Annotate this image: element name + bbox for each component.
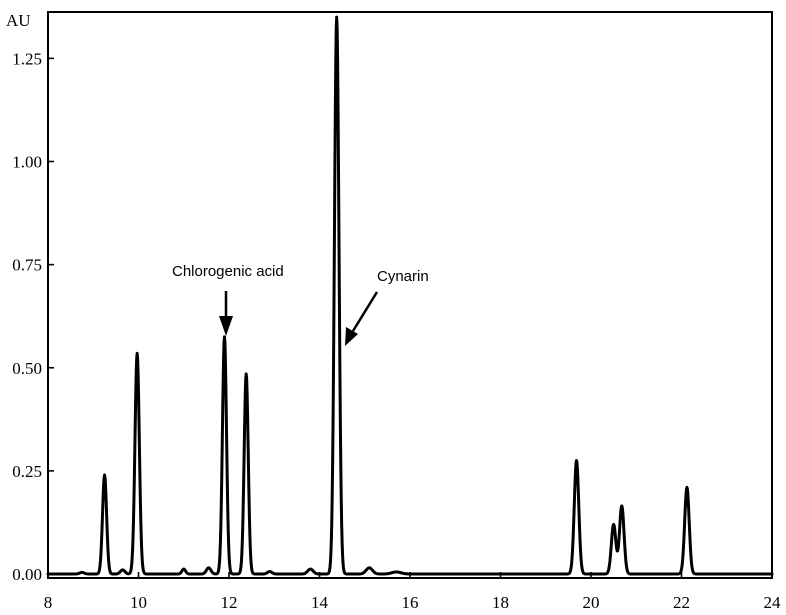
y-tick-label: 1.00 (12, 153, 42, 172)
x-tick-label: 16 (402, 593, 419, 612)
x-tick-label: 24 (764, 593, 782, 612)
y-unit-label: AU (6, 11, 31, 30)
cynarin-label: Cynarin (377, 268, 429, 285)
plot-frame (47, 11, 773, 579)
x-tick-label: 12 (221, 593, 238, 612)
cynarin-annotation: Cynarin (345, 268, 429, 346)
chlorogenic-acid-annotation: Chlorogenic acid (172, 263, 284, 336)
cynarin-arrow-head (345, 327, 358, 346)
y-tick-label: 1.25 (12, 49, 42, 68)
cynarin-arrow-shaft (351, 291, 379, 332)
y-tick-label: 0.25 (12, 462, 42, 481)
x-tick-label: 8 (44, 593, 53, 612)
x-tick-label: 22 (673, 593, 690, 612)
x-tick-label: 20 (583, 593, 600, 612)
x-tick-label: 10 (130, 593, 147, 612)
y-tick-label: 0.00 (12, 565, 42, 584)
y-tick-label: 0.50 (12, 359, 42, 378)
x-tick-label: 14 (311, 593, 329, 612)
x-tick-label: 18 (492, 593, 509, 612)
chlorogenic-acid-arrow-head (219, 316, 233, 336)
chromatogram-trace (46, 15, 774, 576)
chlorogenic-acid-label: Chlorogenic acid (172, 263, 284, 280)
y-tick-label: 0.75 (12, 256, 42, 275)
